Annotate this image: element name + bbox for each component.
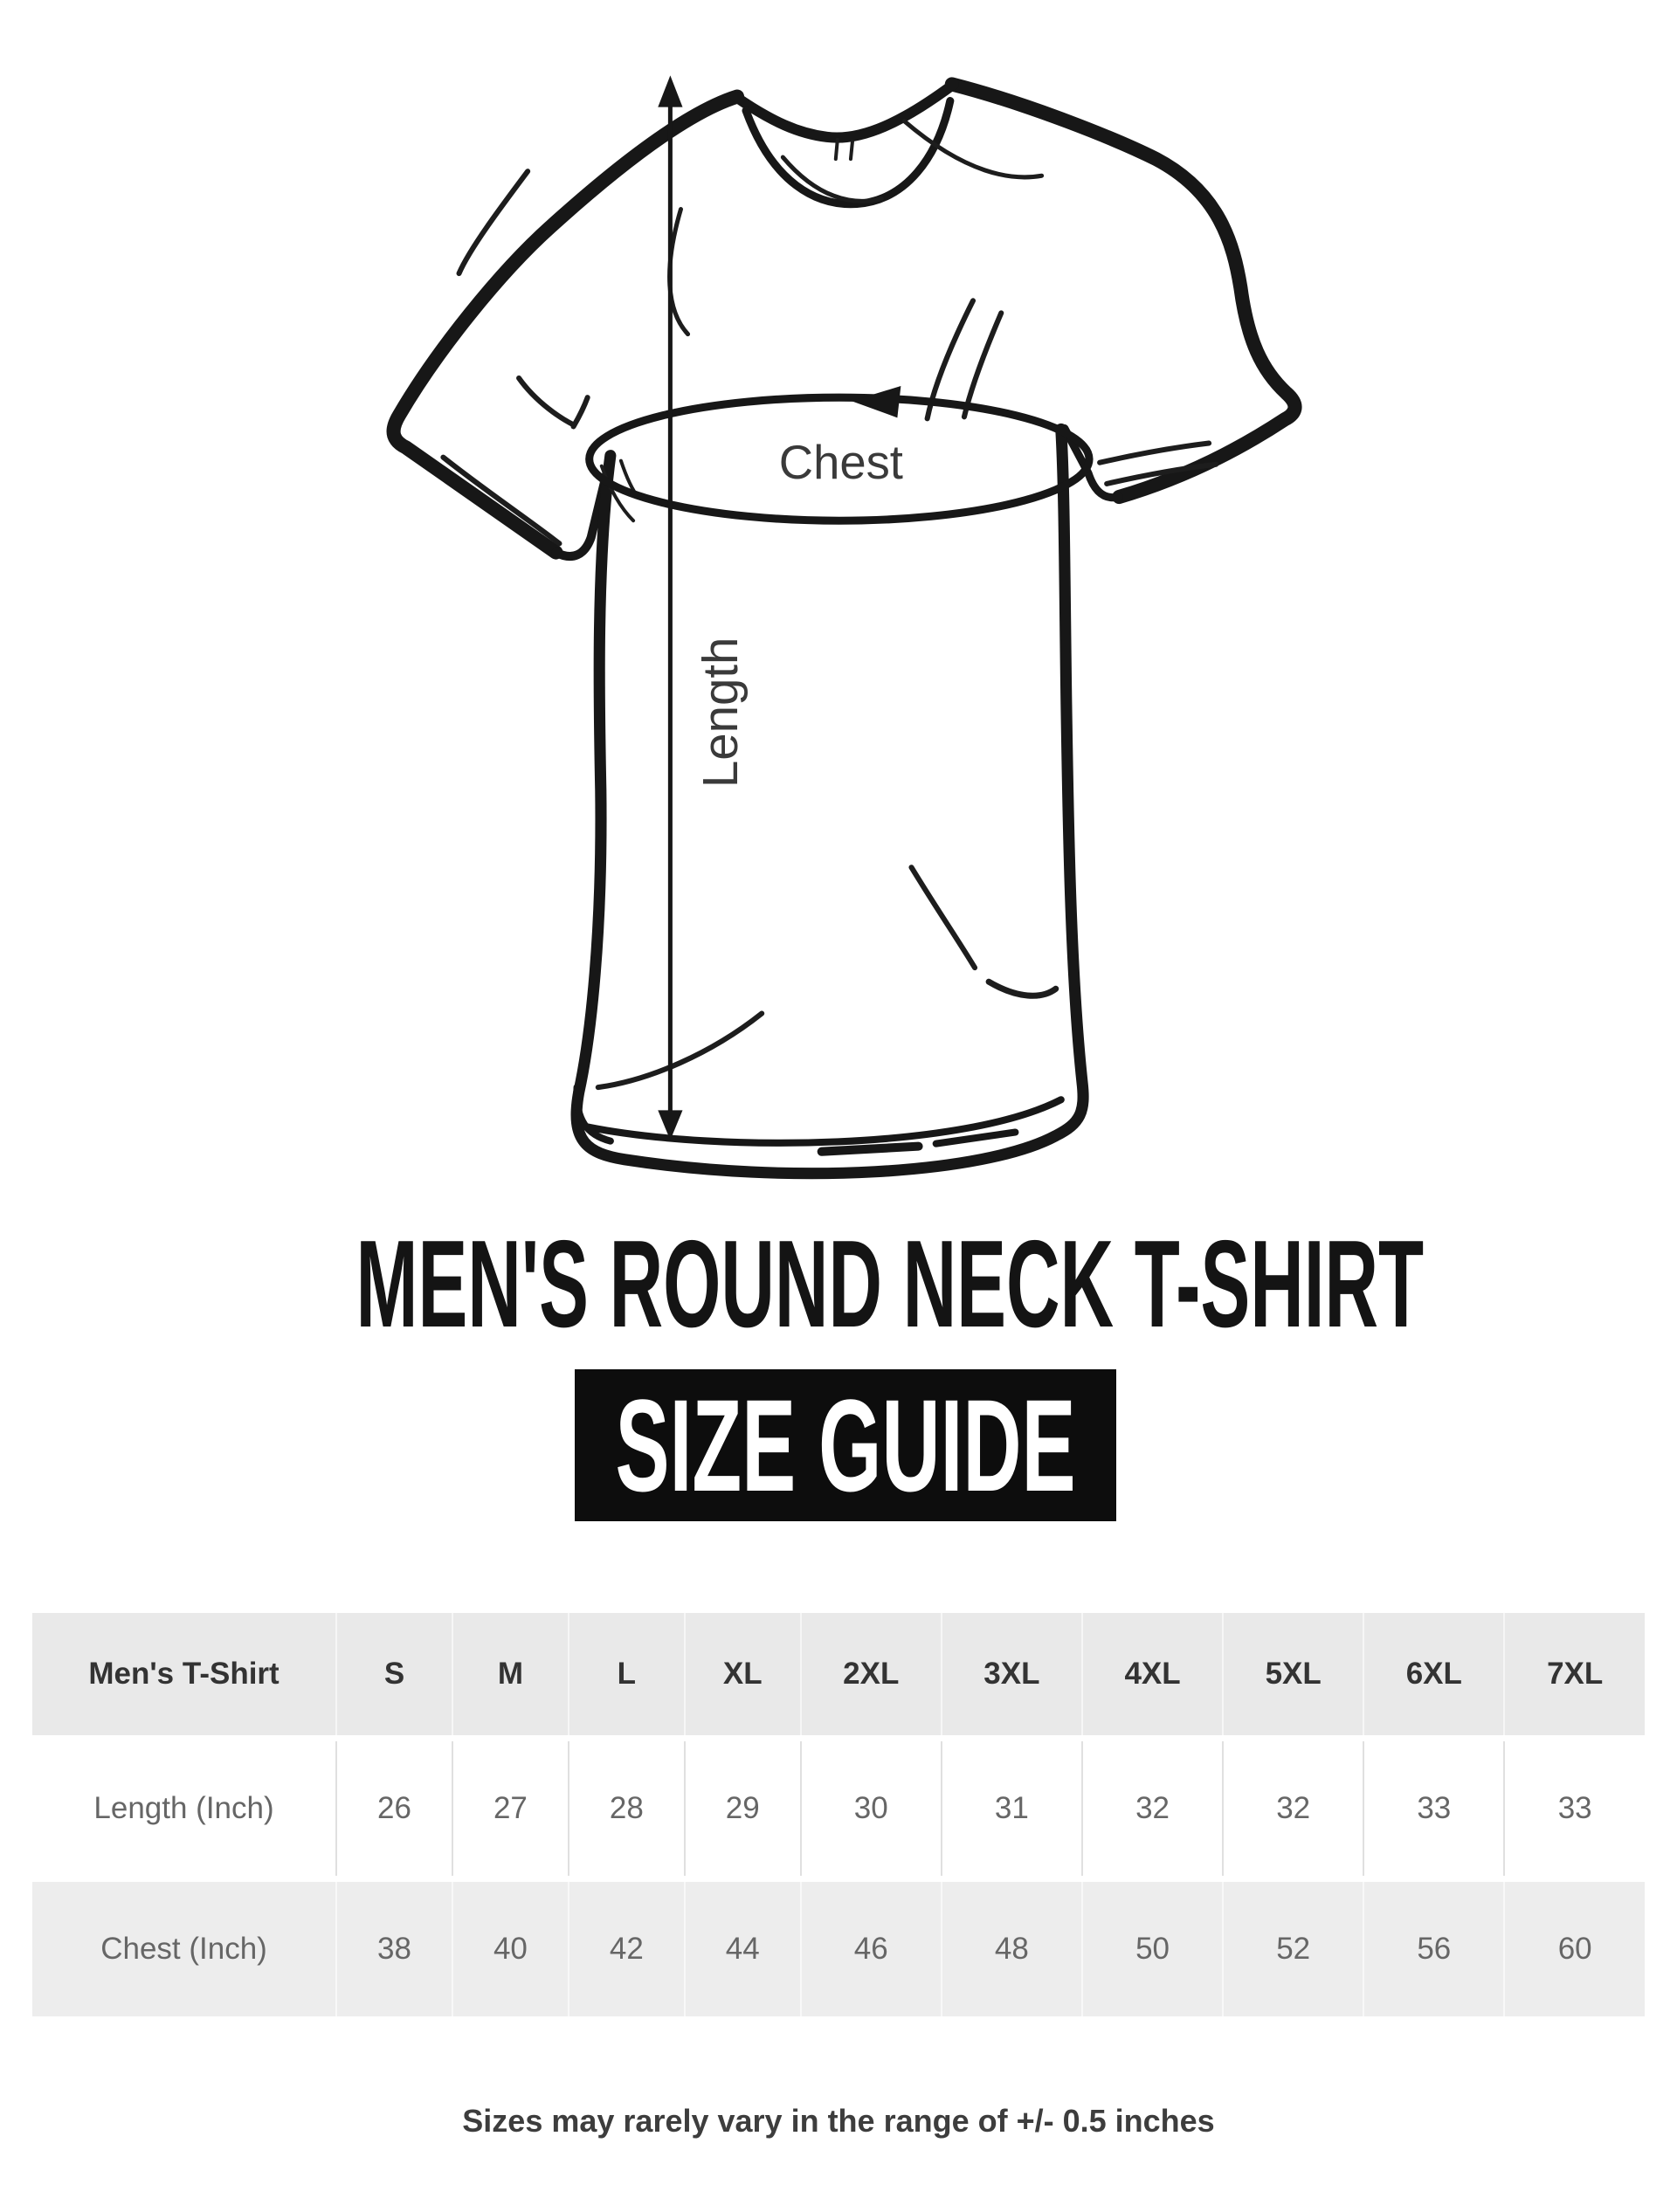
- wrinkle-body-diagonal: [908, 865, 978, 971]
- wrinkle-left-underarm-1: [599, 464, 636, 523]
- wrinkle-right-sleeve-1: [1097, 440, 1212, 465]
- tshirt-collar-front: [742, 97, 955, 209]
- chest-value-6xl: 56: [1363, 1882, 1504, 2016]
- tshirt-collar-tick-2: [848, 139, 854, 162]
- chest-value-s: 38: [335, 1882, 452, 2016]
- length-value-4xl: 32: [1080, 1741, 1223, 1876]
- tshirt-collar-tick-1: [833, 137, 839, 162]
- tshirt-hem-stitch-2: [932, 1128, 1019, 1147]
- tshirt-hem-left-fold: [573, 1084, 614, 1145]
- wrinkle-right-shoulder-2: [961, 310, 1004, 420]
- wrinkle-body-hook: [985, 978, 1059, 999]
- size-table-header-row: Men's T-Shirt S M L XL 2XL 3XL 4XL 5XL 6…: [32, 1613, 1645, 1735]
- chest-row-label: Chest (Inch): [32, 1882, 336, 2016]
- size-column-header-6xl: 6XL: [1363, 1613, 1504, 1735]
- length-value-6xl: 33: [1363, 1741, 1504, 1876]
- chest-value-5xl: 52: [1222, 1882, 1363, 2016]
- length-value-xl: 29: [683, 1741, 800, 1876]
- length-row: Length (Inch) 26 27 28 29 30 31 32 32 33…: [32, 1741, 1645, 1876]
- tshirt-measurement-diagram: Chest Length: [297, 33, 1415, 1186]
- size-column-header-7xl: 7XL: [1503, 1613, 1645, 1735]
- length-value-s: 26: [335, 1741, 452, 1876]
- tshirt-hem-inner-line: [583, 1096, 1065, 1147]
- wrinkle-right-shoulder-1: [924, 298, 977, 422]
- wrinkle-left-sleeve-v1: [516, 375, 576, 428]
- size-column-header-5xl: 5XL: [1222, 1613, 1363, 1735]
- length-value-m: 27: [451, 1741, 568, 1876]
- chest-arrowhead: [851, 386, 901, 418]
- size-column-header-l: L: [567, 1613, 684, 1735]
- tshirt-right-sleeve-outline: [944, 77, 1302, 505]
- chest-row: Chest (Inch) 38 40 42 44 46 48 50 52 56 …: [32, 1882, 1645, 2016]
- length-value-5xl: 32: [1222, 1741, 1363, 1876]
- tshirt-body-outline: [570, 423, 1089, 1180]
- wrinkle-hem-curve: [595, 1010, 765, 1091]
- tshirt-diagram-svg: Chest Length: [386, 75, 1302, 1180]
- size-column-header-s: S: [335, 1613, 452, 1735]
- length-arrow-bottom: [658, 1110, 683, 1140]
- wrinkle-left-sleeve-v2: [570, 395, 590, 430]
- chest-value-2xl: 46: [799, 1882, 941, 2016]
- size-variation-note: Sizes may rarely vary in the range of +/…: [462, 2103, 1215, 2139]
- size-table-corner-header: Men's T-Shirt: [32, 1613, 336, 1735]
- chest-value-3xl: 48: [940, 1882, 1081, 2016]
- chest-value-7xl: 60: [1503, 1882, 1645, 2016]
- chest-value-4xl: 50: [1080, 1882, 1223, 2016]
- size-guide-badge-text: SIZE GUIDE: [615, 1372, 1076, 1519]
- length-arrow-top: [658, 75, 683, 107]
- length-value-l: 28: [567, 1741, 684, 1876]
- tshirt-collar-back: [729, 79, 959, 143]
- wrinkle-left-shoulder: [456, 169, 531, 277]
- size-column-header-3xl: 3XL: [940, 1613, 1081, 1735]
- wrinkle-left-cuff: [440, 454, 562, 547]
- chest-value-l: 42: [567, 1882, 684, 2016]
- tshirt-left-sleeve-outline: [386, 89, 745, 560]
- size-column-header-m: M: [451, 1613, 568, 1735]
- wrinkle-right-sleeve-2: [1104, 461, 1219, 486]
- chest-label: Chest: [779, 436, 903, 489]
- tshirt-hem-stitch-1: [817, 1141, 923, 1156]
- size-guide-badge: SIZE GUIDE: [576, 1371, 1115, 1519]
- size-column-header-4xl: 4XL: [1080, 1613, 1223, 1735]
- page-title: MEN'S ROUND NECK T-SHIRT: [0, 1219, 1677, 1350]
- tshirt-collar-sketch-line: [780, 155, 884, 203]
- page-title-text: MEN'S ROUND NECK T-SHIRT: [355, 1215, 1425, 1354]
- wrinkle-right-collar: [901, 119, 1045, 180]
- length-label: Length: [693, 637, 748, 789]
- size-table: Men's T-Shirt S M L XL 2XL 3XL 4XL 5XL 6…: [32, 1607, 1645, 2022]
- length-row-label: Length (Inch): [32, 1741, 336, 1876]
- tshirt-right-cuff-inner: [1060, 424, 1123, 502]
- chest-value-m: 40: [451, 1882, 568, 2016]
- tshirt-left-cuff-inner: [551, 452, 615, 561]
- size-column-header-xl: XL: [683, 1613, 800, 1735]
- length-value-2xl: 30: [799, 1741, 941, 1876]
- chest-value-xl: 44: [683, 1882, 800, 2016]
- length-value-7xl: 33: [1503, 1741, 1645, 1876]
- length-value-3xl: 31: [940, 1741, 1081, 1876]
- size-column-header-2xl: 2XL: [799, 1613, 941, 1735]
- chest-measure-ellipse: [585, 393, 1094, 525]
